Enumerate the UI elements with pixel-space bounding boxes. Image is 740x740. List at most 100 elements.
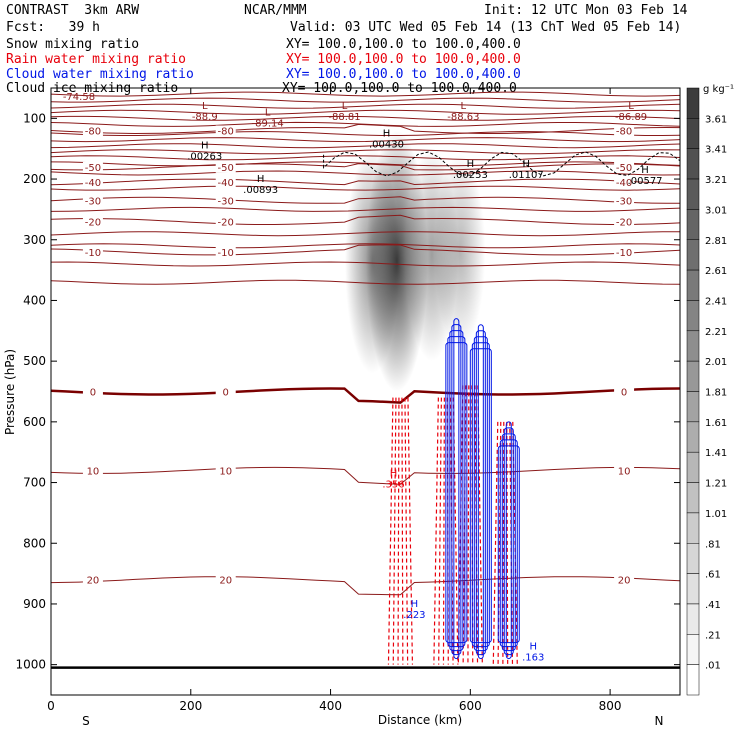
- isotherm-label: -80: [218, 126, 234, 137]
- extremum-value: -89.14: [252, 118, 284, 129]
- isotherm-label-bg: [614, 246, 635, 258]
- colorbar-swatch: [686, 239, 700, 271]
- rain-contour-0: [407, 397, 414, 665]
- colorbar-swatch: [686, 118, 700, 149]
- colorbar-level-label: .21: [705, 630, 721, 641]
- isotherm-line: [51, 130, 680, 136]
- extremum-H: H: [257, 174, 265, 185]
- isotherm-label-bg: [82, 574, 103, 586]
- extremum-value: .01107: [509, 170, 544, 181]
- rain-contour-2: [474, 385, 479, 665]
- rain-contour-2: [477, 385, 483, 665]
- cloudwater-contour-2: [499, 439, 518, 648]
- extremum-value: .00263: [187, 152, 222, 163]
- colorbar-level-label: .61: [705, 570, 721, 581]
- colorbar-swatch: [686, 300, 700, 332]
- isotherm-label-bg: [82, 465, 103, 477]
- isotherm--40: [51, 178, 680, 186]
- isotherm--30: [51, 196, 680, 204]
- cloudwater-contour-1: [477, 324, 484, 660]
- model-title: CONTRAST 3km ARW: [6, 3, 140, 18]
- y-tick-label: 1000: [15, 658, 46, 672]
- colorbar-swatch: [686, 482, 700, 514]
- extremum-L: L: [628, 101, 634, 112]
- colorbar-swatch: [686, 209, 700, 240]
- isotherm-line: [51, 143, 680, 149]
- field-cloudwater-name: Cloud water mixing ratio: [6, 67, 194, 82]
- colorbar-level-label: 2.81: [705, 236, 727, 247]
- isotherm-label: -80: [85, 126, 101, 137]
- isotherm-label-bg: [82, 216, 103, 228]
- cloudwater-contour-1: [475, 330, 486, 656]
- y-tick-label: 300: [23, 233, 46, 247]
- extremum-H: H: [383, 129, 391, 140]
- isotherm-label: -10: [616, 248, 632, 259]
- isotherm-label: -40: [85, 178, 101, 189]
- isotherm-line: [51, 243, 680, 249]
- isotherm-line: [51, 115, 680, 121]
- init-time: Init: 12 UTC Mon 03 Feb 14: [484, 3, 688, 18]
- isotherm-label-bg: [614, 161, 635, 173]
- colorbar-level-label: 1.21: [705, 479, 727, 490]
- colorbar-level-label: 2.21: [705, 327, 727, 338]
- isotherm-label: -50: [218, 163, 234, 174]
- isotherm-label: -10: [85, 248, 101, 259]
- y-tick-label: 800: [23, 536, 46, 550]
- extremum-value: -88.9: [192, 112, 218, 123]
- y-tick-label: 600: [23, 415, 46, 429]
- cloudwater-contour-0: [447, 336, 466, 648]
- rain-contour-0: [387, 397, 394, 665]
- isotherm-line: [51, 109, 680, 115]
- extremum-H: H: [641, 165, 649, 176]
- colorbar-unit: g kg⁻¹: [703, 84, 734, 95]
- colorbar-swatch: [686, 603, 700, 635]
- isotherm-label: -20: [218, 218, 234, 229]
- colorbar-swatch: [686, 360, 700, 392]
- rain-contour-2: [462, 385, 467, 665]
- extremum-value: -86.89: [615, 112, 647, 123]
- cloudwater-contour-2: [497, 445, 520, 644]
- colorbar-level-label: 2.01: [705, 357, 727, 368]
- y-tick-label: 900: [23, 597, 46, 611]
- x-axis-label: Distance (km): [378, 713, 462, 727]
- isotherm-label-bg: [82, 161, 103, 173]
- isotherm-label-bg: [215, 216, 236, 228]
- isotherm-label: 20: [219, 576, 232, 587]
- plot-frame: [50, 87, 681, 696]
- cloudwater-contour-1: [471, 342, 490, 648]
- colorbar-swatch: [686, 178, 700, 210]
- extremum-H: H: [411, 599, 419, 610]
- colorbar-level-label: 3.21: [705, 175, 727, 186]
- isotherm--10: [51, 244, 680, 256]
- rain-contour-1: [438, 397, 442, 665]
- colorbar-level-label: .01: [705, 661, 721, 672]
- x-end-label-north: N: [655, 714, 664, 728]
- y-tick-label: 700: [23, 476, 46, 490]
- colorbar-swatch: [686, 330, 700, 362]
- x-tick-label: 800: [599, 699, 622, 713]
- x-tick-label: 200: [179, 699, 202, 713]
- colorbar-level-label: .41: [705, 600, 721, 611]
- rain-contour-0: [401, 397, 404, 665]
- colorbar-swatch: [686, 664, 700, 696]
- extremum-L: L: [202, 101, 208, 112]
- isotherm-label-bg: [215, 386, 236, 398]
- rain-contour-3: [492, 421, 499, 665]
- isotherm-line: [51, 231, 680, 237]
- extremum-H: H: [390, 468, 398, 479]
- rain-contour-2: [467, 385, 470, 665]
- corner-temp-label: -74.58: [63, 92, 95, 103]
- cloudwater-contour-1: [473, 336, 488, 652]
- extremum-L: L: [342, 101, 348, 112]
- isotherm--80: [51, 123, 680, 135]
- isotherm-label: -30: [616, 196, 632, 207]
- isotherm--50: [51, 163, 680, 171]
- isotherm-label-bg: [614, 177, 635, 189]
- isotherm-label: 0: [223, 388, 229, 399]
- isotherm-label: 20: [87, 576, 100, 587]
- colorbar-swatch: [686, 573, 700, 605]
- cloudwater-contour-2: [501, 433, 516, 652]
- isotherm-label: -40: [218, 178, 234, 189]
- colorbar-swatch: [686, 87, 700, 119]
- rain-contour-1: [442, 397, 445, 665]
